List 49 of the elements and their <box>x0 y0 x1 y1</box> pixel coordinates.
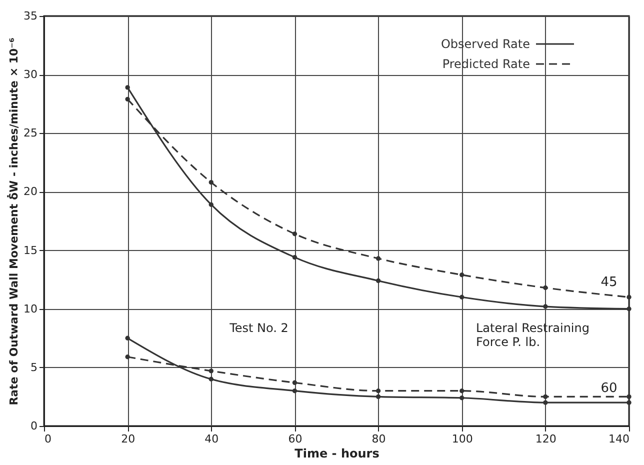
annotation: 60 <box>600 381 618 396</box>
point <box>208 368 214 374</box>
point <box>125 85 130 90</box>
point <box>292 254 298 260</box>
point <box>376 278 381 284</box>
point <box>125 96 130 102</box>
point <box>208 180 214 185</box>
point <box>460 388 464 394</box>
point <box>543 304 548 309</box>
y-tick-label: 35 <box>24 10 38 22</box>
point <box>626 400 632 405</box>
point <box>376 394 381 400</box>
x-tick-label: 120 <box>535 432 556 446</box>
y-tick-label: 20 <box>24 185 38 198</box>
point <box>626 306 632 312</box>
annotation: Test No. 2 <box>228 321 288 335</box>
point <box>208 202 214 207</box>
y-tick-label: 10 <box>24 302 38 316</box>
point <box>543 394 548 400</box>
point <box>460 272 464 278</box>
x-tick-label: 40 <box>204 432 219 446</box>
point <box>292 388 298 394</box>
annotation: 45 <box>600 275 618 290</box>
x-tick-label: 0 <box>44 432 52 446</box>
point <box>125 354 130 360</box>
point <box>626 294 632 300</box>
point <box>292 380 298 385</box>
point <box>376 388 381 394</box>
point <box>292 232 298 236</box>
point <box>208 376 214 382</box>
y-tick-label: 5 <box>30 360 38 374</box>
point <box>460 396 464 400</box>
x-tick-label: 140 <box>608 432 630 446</box>
point <box>125 336 130 340</box>
x-tick-label: 80 <box>372 432 386 446</box>
y-tick-label: 15 <box>24 244 38 257</box>
y-tick-label: 0 <box>30 420 38 432</box>
y-axis-title: Rate of Outward Wall Movement δ̇W - inches/minute × 10⁻⁶ <box>6 38 21 406</box>
x-tick-label: 100 <box>452 432 473 446</box>
x-tick-label: 60 <box>288 432 302 446</box>
y-tick-label: 30 <box>24 68 38 82</box>
point <box>543 400 548 405</box>
y-tick-label: 25 <box>24 126 38 140</box>
x-axis-title: Time - hours <box>294 446 380 460</box>
point <box>460 294 464 300</box>
point <box>376 256 381 261</box>
point <box>543 285 548 290</box>
x-tick-label: 20 <box>121 432 136 446</box>
point <box>626 394 632 400</box>
